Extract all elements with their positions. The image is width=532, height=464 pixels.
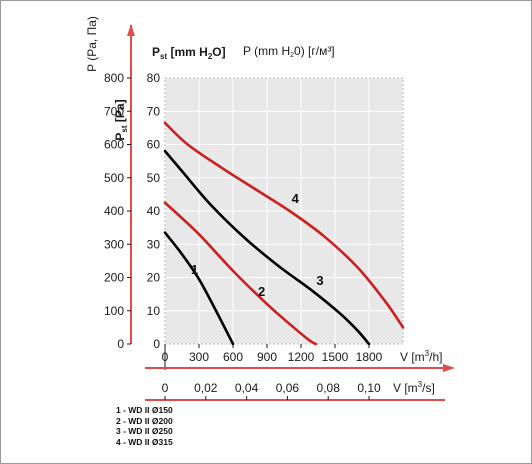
x-secondary-tick-label: 0,02 (194, 381, 218, 395)
series-curve-2 (163, 201, 318, 346)
y-inner-title-unit: [mm H (167, 45, 208, 59)
x-primary-tick-label: 1800 (356, 350, 383, 364)
series-label-4: 4 (292, 191, 300, 206)
y-inner-axis-title-extra: P (mm H20) [г/м³] (243, 44, 335, 59)
y-outer-axis-title-small-text: P (Pa, Па) (85, 16, 99, 72)
x-primary-tick-label: 900 (257, 350, 277, 364)
y-inner-tick-label: 80 (147, 71, 161, 85)
y-inner-extra-sub: 2 (290, 52, 294, 59)
series-curve-4 (163, 121, 405, 329)
x-primary-tick-label: 1500 (322, 350, 349, 364)
y-inner-extra-main: P (mm H (243, 44, 290, 58)
y-outer-tick-label: 200 (104, 271, 124, 285)
x-primary-axis-arrow-head (443, 364, 455, 372)
x-secondary-title-prefix: V [m (393, 381, 418, 395)
y-outer-axis-title-bold: Pst [Pa] (113, 99, 129, 140)
y-inner-extra-end: 0) [г/м³] (294, 44, 335, 58)
y-outer-title-sub: st (120, 125, 129, 132)
y-outer-title-main: P (113, 133, 127, 141)
chart-legend: 1 - WD II Ø150 2 - WD II Ø200 3 - WD II … (116, 405, 173, 447)
legend-item-1: 1 - WD II Ø150 (116, 405, 173, 415)
y-inner-tick-label: 70 (147, 104, 161, 118)
series-curve-1 (163, 231, 235, 346)
legend-item-3: 3 - WD II Ø250 (116, 426, 173, 436)
y-outer-tick-label: 500 (104, 171, 124, 185)
y-outer-tick-label: 600 (104, 138, 124, 152)
x-primary-tick-label: 600 (223, 350, 243, 364)
series-label-3: 3 (316, 273, 323, 288)
x-primary-tick-label: 1200 (288, 350, 315, 364)
x-secondary-tick-label: 0 (162, 381, 169, 395)
x-primary-tick-label: 0 (162, 350, 169, 364)
y-outer-tick-label: 700 (104, 104, 124, 118)
y-outer-tick-label: 400 (104, 204, 124, 218)
y-outer-axis-title-small: P (Pa, Па) (85, 16, 99, 72)
series-label-2: 2 (258, 284, 265, 299)
x-secondary-axis-title: V [m3/s] (393, 380, 435, 395)
y-inner-tick-label: 40 (147, 204, 161, 218)
y-inner-title-sub: st (160, 52, 167, 61)
x-primary-axis-title: V [m3/h] (400, 349, 442, 364)
y-inner-tick-label: 50 (147, 171, 161, 185)
y-inner-axis-title: Pst [mm H2O] (152, 45, 226, 61)
y-inner-title-main: P (152, 45, 160, 59)
y-inner-tick-label: 20 (147, 271, 161, 285)
y-inner-title-unit-sub: 2 (208, 52, 213, 61)
y-outer-tick-label: 800 (104, 71, 124, 85)
x-primary-title-sup: 3 (425, 349, 430, 358)
x-secondary-tick-label: 0,04 (235, 381, 259, 395)
x-primary-title-prefix: V [m (400, 350, 425, 364)
y-inner-tick-label: 0 (153, 337, 160, 351)
series-curve-3 (163, 149, 371, 346)
y-inner-tick-label: 60 (147, 138, 161, 152)
legend-item-4: 4 - WD II Ø315 (116, 436, 173, 447)
y-inner-tick-label: 10 (147, 304, 161, 318)
x-primary-title-suffix: /h] (429, 350, 442, 364)
y-outer-tick-label: 300 (104, 237, 124, 251)
y-outer-tick-label: 0 (117, 337, 124, 351)
x-secondary-tick-label: 0,10 (357, 381, 381, 395)
x-secondary-title-sup: 3 (418, 380, 423, 389)
x-secondary-tick-label: 0,08 (317, 381, 341, 395)
y-outer-tick-label: 100 (104, 304, 124, 318)
series-label-1: 1 (191, 262, 198, 277)
legend-item-2: 2 - WD II Ø200 (116, 415, 173, 426)
y-outer-axis-title-text: Pst [Pa] (113, 99, 129, 140)
y-inner-tick-label: 30 (147, 237, 161, 251)
x-secondary-tick-label: 0,06 (276, 381, 300, 395)
y-outer-title-unit: [Pa] (113, 99, 127, 125)
x-primary-tick-label: 300 (189, 350, 209, 364)
y-inner-title-unit-end: O] (212, 45, 225, 59)
x-secondary-title-suffix: /s] (422, 381, 435, 395)
y-outer-axis-arrow-head (127, 24, 135, 36)
